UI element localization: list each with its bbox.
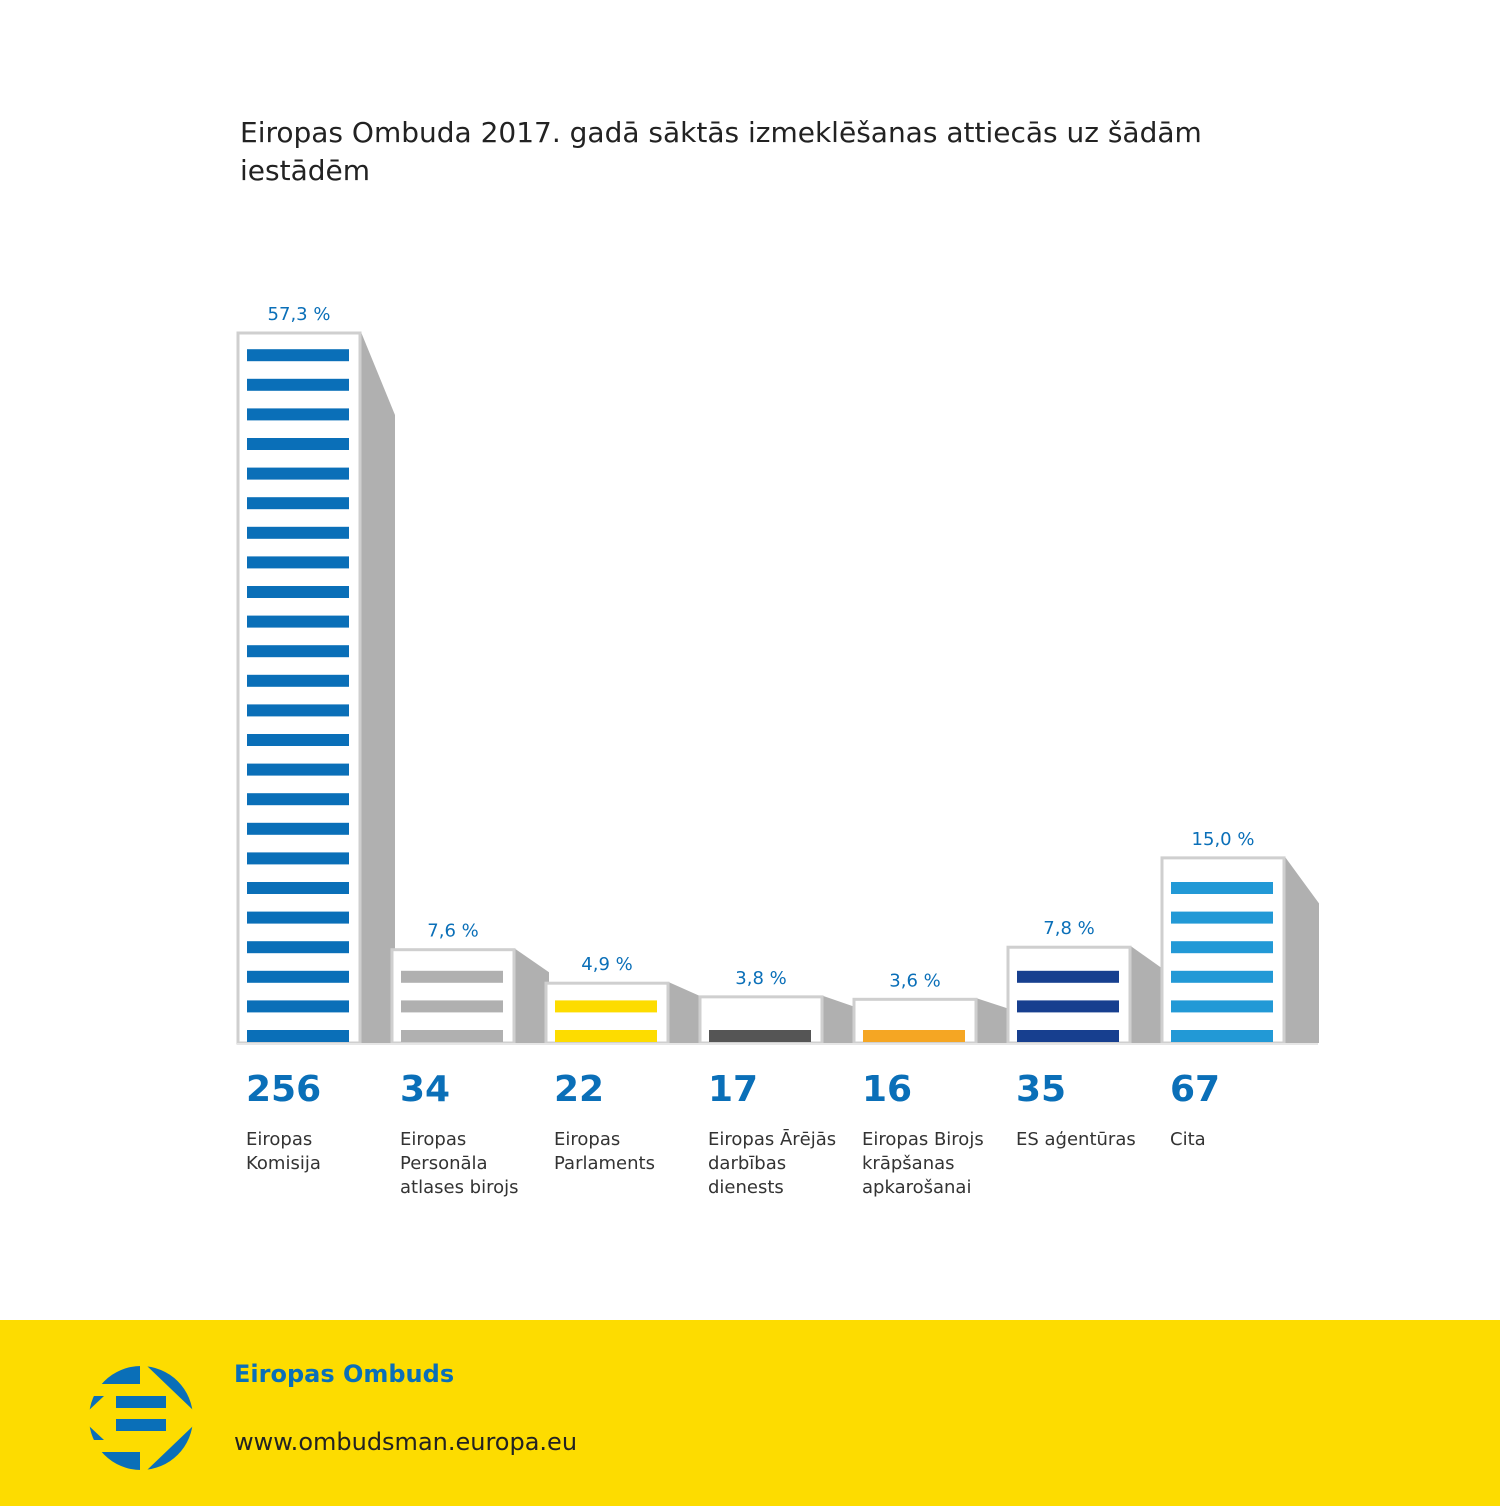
category: 16 Eiropas Birojs krāpšanas apkarošanai [862,1070,1012,1200]
bar-stripe [247,734,349,746]
bar-stripe [247,645,349,658]
bar-stripe [247,704,349,717]
value-label: 256 [246,1069,322,1110]
bar-stripe [247,378,349,391]
bar-stripe [863,1030,965,1042]
bar [390,948,516,1045]
category-label: Eiropas Parlaments [554,1129,655,1174]
bar-stripe [247,586,349,598]
value-label: 16 [862,1069,913,1110]
bar-shadow [361,332,395,1043]
category: 256 Eiropas Komisija [246,1070,396,1176]
bar-stripe [1017,970,1119,983]
category-label: Eiropas Komisija [246,1129,321,1174]
value-label: 35 [1016,1069,1067,1110]
bar-shadow [1131,946,1165,1043]
category-label: Cita [1170,1129,1206,1150]
category: 35 ES aģentūras [1016,1070,1166,1152]
bar-stripe [247,911,349,924]
website-link[interactable]: www.ombudsman.europa.eu [234,1428,578,1456]
percent-label: 57,3 % [268,304,331,325]
bar-stripe [247,526,349,539]
bar-stripe [247,941,349,954]
bar-chart: 57,3 % 7,6 % 4,9 % 3,8 % 3,6 % 7,8 % 15,0 % [236,304,1319,1045]
bar-stripe [247,467,349,480]
bar-stripe [1171,941,1273,954]
value-label: 34 [400,1069,451,1110]
category: 17 Eiropas Ārējās darbības dienests [708,1070,858,1200]
percent-label: 7,6 % [427,921,478,942]
category-label: Eiropas Ārējās darbības dienests [708,1129,837,1198]
bar-stripe [247,822,349,835]
bar-stripe [555,1000,657,1013]
footer: Eiropas Ombuds www.ombudsman.europa.eu [0,1320,1500,1506]
bar-stripe [247,1000,349,1013]
category: 67 Cita [1170,1070,1320,1152]
percent-label: 7,8 % [1043,918,1094,939]
bar-shadow [823,995,857,1043]
percent-label: 3,8 % [735,968,786,989]
bar-stripe [709,1030,811,1042]
percent-label: 4,9 % [581,954,632,975]
category: 34 Eiropas Personāla atlases birojs [400,1070,550,1200]
bar-stripe [247,674,349,687]
bar-stripe [247,556,349,569]
bar-shadow [1285,856,1319,1043]
bar-stripe [247,1030,349,1042]
percent-label: 15,0 % [1192,829,1255,850]
organization-name: Eiropas Ombuds [234,1360,455,1388]
bar-shadow [669,982,703,1043]
ombudsman-logo-icon [89,1366,193,1470]
percent-label: 3,6 % [889,970,940,991]
bar-stripe [401,1030,503,1042]
bar-stripe [1171,882,1273,894]
bar-stripe [247,763,349,776]
bar-stripe [401,1000,503,1013]
chart-title: Eiropas Ombuda 2017. gadā sāktās izmeklē… [240,116,1202,187]
bar-stripe [1171,1030,1273,1042]
bar-stripe [1017,1000,1119,1013]
bar [1006,945,1132,1045]
bar-stripe [401,970,503,983]
bar-shadow [515,948,549,1043]
value-label: 67 [1170,1069,1221,1110]
bar-stripe [247,852,349,865]
category-label: ES aģentūras [1016,1129,1136,1150]
bar-stripe [247,497,349,510]
bar-stripe [247,408,349,421]
bar-stripe [1171,911,1273,924]
category-label: Eiropas Birojs krāpšanas apkarošanai [862,1129,984,1198]
bar-stripe [247,615,349,628]
bar-stripe [247,438,349,450]
bar-stripe [1171,970,1273,983]
bar-stripe [247,349,349,362]
bar-stripe [247,970,349,983]
bar-stripe [247,793,349,806]
bar-stripe [555,1030,657,1042]
bar-shadow [977,998,1011,1043]
category: 22 Eiropas Parlaments [554,1070,704,1176]
bar-stripe [247,882,349,894]
value-label: 22 [554,1069,605,1110]
category-label: Eiropas Personāla atlases birojs [400,1129,519,1198]
bar-stripe [1171,1000,1273,1013]
value-label: 17 [708,1069,759,1110]
bar-stripe [1017,1030,1119,1042]
